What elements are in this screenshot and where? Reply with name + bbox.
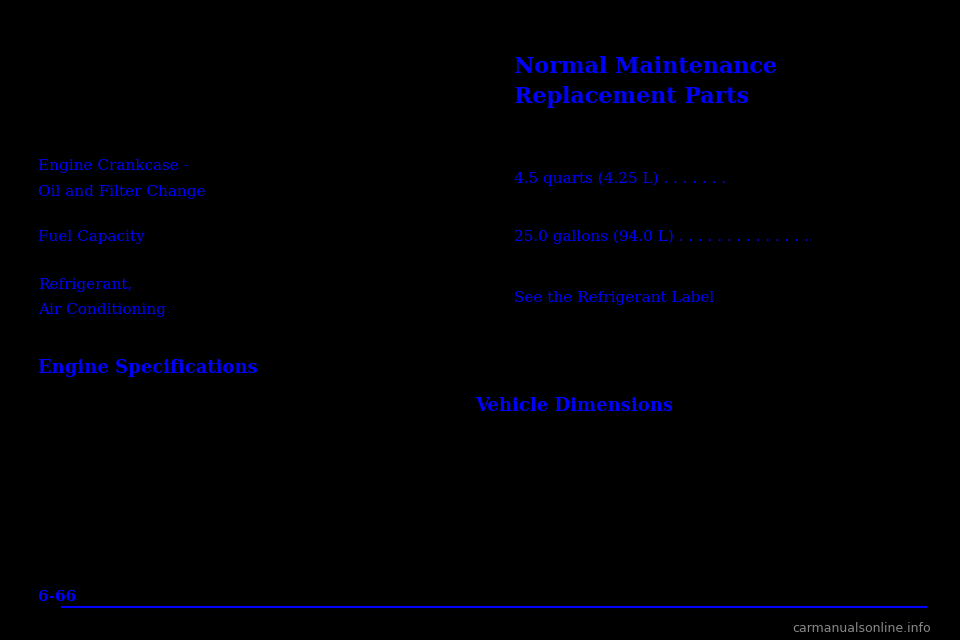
Text: See the Refrigerant Label: See the Refrigerant Label (514, 291, 714, 305)
Text: Fuel Capacity: Fuel Capacity (38, 230, 145, 244)
Text: carmanualsonline.info: carmanualsonline.info (793, 622, 931, 635)
Text: 4.5 quarts (4.25 L) . . . . . . .: 4.5 quarts (4.25 L) . . . . . . . (514, 172, 726, 186)
Text: Replacement Parts: Replacement Parts (514, 86, 749, 108)
Text: Engine Specifications: Engine Specifications (38, 359, 258, 377)
Text: Air Conditioning: Air Conditioning (38, 303, 166, 317)
Text: 6-66: 6-66 (38, 590, 77, 604)
Text: Refrigerant,: Refrigerant, (38, 278, 132, 292)
Text: Vehicle Dimensions: Vehicle Dimensions (475, 397, 673, 415)
Text: Normal Maintenance: Normal Maintenance (514, 56, 777, 78)
Text: Oil and Filter Change: Oil and Filter Change (38, 185, 205, 199)
Text: Engine Crankcase -: Engine Crankcase - (38, 159, 189, 173)
Text: 25.0 gallons (94.0 L) . . . . . . . . . . . . . .: 25.0 gallons (94.0 L) . . . . . . . . . … (514, 230, 808, 244)
